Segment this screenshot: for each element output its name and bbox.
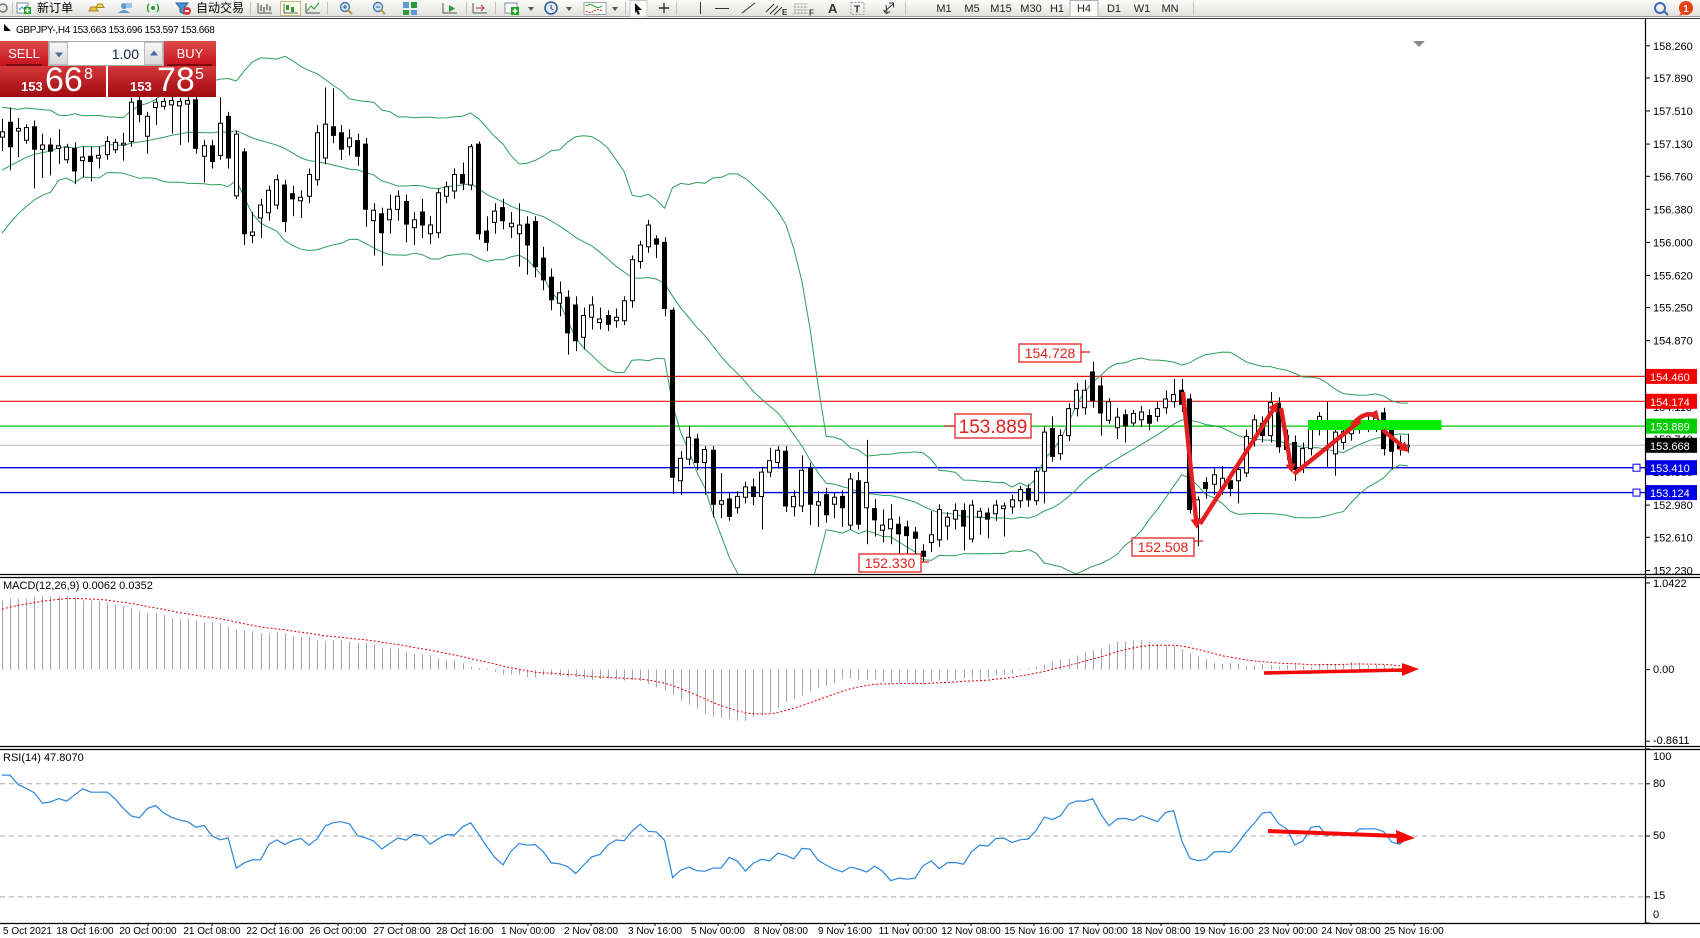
svg-text:GBPJPY-,H4 153.663 153.696 15: GBPJPY-,H4 153.663 153.696 153.597 153.6… [16,25,215,36]
svg-text:152.980: 152.980 [1653,500,1693,512]
svg-text:154.460: 154.460 [1650,372,1690,384]
svg-text:153.889: 153.889 [1650,422,1690,434]
svg-text:T: T [854,5,860,16]
svg-text:20 Oct 00:00: 20 Oct 00:00 [119,926,177,937]
svg-text:1 Nov 00:00: 1 Nov 00:00 [501,926,555,937]
svg-text:155.620: 155.620 [1653,271,1693,283]
svg-text:0: 0 [1653,909,1659,921]
svg-text:18 Oct 16:00: 18 Oct 16:00 [56,926,114,937]
svg-text:1.0422: 1.0422 [1653,578,1687,590]
svg-text:15: 15 [1653,890,1665,902]
svg-text:152.508: 152.508 [1138,539,1189,555]
svg-text:28 Oct 16:00: 28 Oct 16:00 [436,926,494,937]
svg-text:152.330: 152.330 [865,555,916,571]
svg-text:2 Nov 08:00: 2 Nov 08:00 [564,926,618,937]
svg-text:新订单: 新订单 [37,0,73,15]
svg-text:157.510: 157.510 [1653,106,1693,118]
svg-text:23 Nov 00:00: 23 Nov 00:00 [1258,926,1318,937]
svg-text:157.890: 157.890 [1653,73,1693,85]
svg-text:21 Oct 08:00: 21 Oct 08:00 [183,926,241,937]
svg-text:152.230: 152.230 [1653,565,1693,577]
svg-text:153.889: 153.889 [959,417,1028,438]
svg-text:M15: M15 [990,3,1011,15]
svg-text:22 Oct 16:00: 22 Oct 16:00 [246,926,304,937]
svg-text:9 Nov 16:00: 9 Nov 16:00 [818,926,872,937]
svg-text:MACD(12,26,9) 0.0062 0.0352: MACD(12,26,9) 0.0062 0.0352 [3,580,153,592]
svg-text:E: E [782,8,788,17]
svg-text:153.668: 153.668 [1650,441,1690,453]
svg-text:M30: M30 [1020,3,1041,15]
svg-text:8 Nov 08:00: 8 Nov 08:00 [754,926,808,937]
svg-text:24 Nov 08:00: 24 Nov 08:00 [1321,926,1381,937]
svg-text:M1: M1 [936,3,951,15]
svg-text:19 Nov 16:00: 19 Nov 16:00 [1194,926,1254,937]
svg-text:50: 50 [1653,830,1665,842]
svg-text:3 Nov 16:00: 3 Nov 16:00 [628,926,682,937]
svg-text:5 Nov 00:00: 5 Nov 00:00 [691,926,745,937]
svg-text:F: F [809,9,814,18]
svg-text:17 Nov 00:00: 17 Nov 00:00 [1068,926,1128,937]
svg-text:154.174: 154.174 [1650,397,1690,409]
svg-text:11 Nov 00:00: 11 Nov 00:00 [879,926,938,937]
svg-text:152.610: 152.610 [1653,532,1693,544]
svg-text:自动交易: 自动交易 [196,0,244,15]
svg-text:157.130: 157.130 [1653,139,1693,151]
svg-text:154.870: 154.870 [1653,336,1693,348]
svg-text:H1: H1 [1050,3,1064,15]
svg-text:15 Nov 16:00: 15 Nov 16:00 [1004,926,1064,937]
svg-text:W1: W1 [1134,3,1151,15]
svg-text:M5: M5 [964,3,979,15]
svg-text:RSI(14) 47.8070: RSI(14) 47.8070 [3,752,84,764]
svg-text:156.000: 156.000 [1653,237,1693,249]
svg-text:153.124: 153.124 [1650,488,1690,500]
svg-text:D1: D1 [1107,3,1121,15]
svg-text:153.410: 153.410 [1650,463,1690,475]
svg-text:A: A [828,1,838,16]
svg-text:25 Nov 16:00: 25 Nov 16:00 [1384,926,1444,937]
svg-text:155.250: 155.250 [1653,303,1693,315]
svg-text:18 Nov 08:00: 18 Nov 08:00 [1131,926,1191,937]
svg-text:80: 80 [1653,778,1665,790]
svg-text:156.380: 156.380 [1653,204,1693,216]
svg-text:H4: H4 [1077,3,1091,15]
svg-text:100: 100 [1653,751,1671,763]
svg-text:156.760: 156.760 [1653,171,1693,183]
svg-text:MN: MN [1161,3,1178,15]
svg-text:158.260: 158.260 [1653,41,1693,53]
svg-text:154.728: 154.728 [1025,345,1076,361]
svg-text:1: 1 [1683,4,1689,15]
svg-text:0.00: 0.00 [1653,664,1674,676]
svg-text:12 Nov 08:00: 12 Nov 08:00 [941,926,1001,937]
svg-text:5 Oct 2021: 5 Oct 2021 [3,926,52,937]
svg-text:-0.8611: -0.8611 [1653,735,1690,747]
svg-text:27 Oct 08:00: 27 Oct 08:00 [373,926,431,937]
svg-text:26 Oct 00:00: 26 Oct 00:00 [309,926,367,937]
